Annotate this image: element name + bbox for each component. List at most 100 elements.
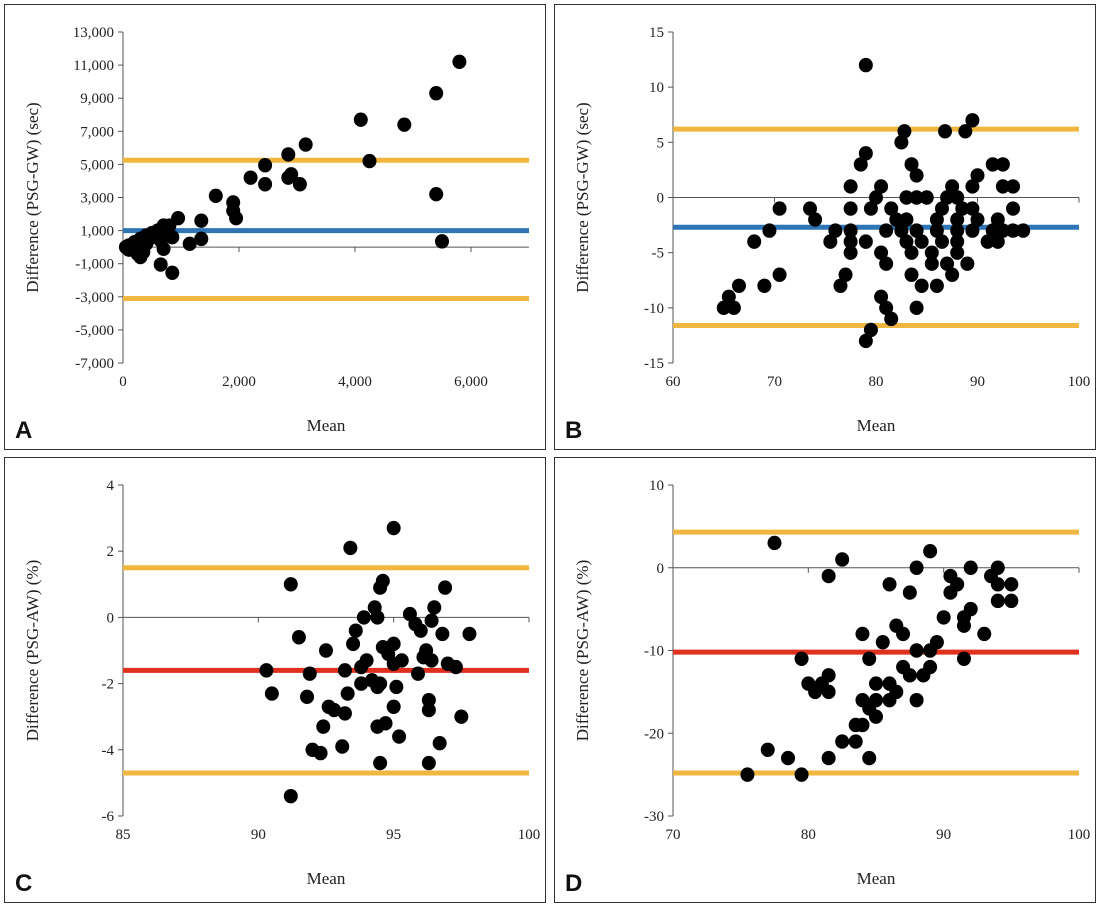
panel-b: -15 -10 -5 0 5 10 15 60 70 80 90 100 Mean Difference … [554,4,1096,450]
data-point [346,636,361,652]
data-point [869,709,883,724]
y-tick-label: -1,000 [75,257,114,273]
data-point [413,623,428,638]
y-tick-label: -30 [644,809,664,825]
data-point [133,249,148,265]
y-tick-label: -2 [102,677,115,693]
data-point [397,117,412,132]
data-point [853,157,868,172]
data-point [165,265,180,281]
data-point [1006,201,1021,216]
x-tick-label: 4,000 [338,374,372,390]
data-point [995,179,1010,194]
data-point [281,170,296,185]
panel-c: -6 -4 -2 0 2 4 85 90 95 100 Mean Difference (PSG-AW… [4,457,546,903]
data-point [462,626,477,642]
x-axis-label: Mean [307,416,346,435]
data-point [454,709,469,724]
data-point [940,256,955,271]
data-point [731,278,746,293]
y-tick-label: -5 [652,246,665,262]
data-point [995,223,1010,238]
data-point [808,212,823,227]
data-point [897,124,912,139]
data-point [977,626,992,642]
data-point [869,190,883,205]
data-point [879,256,894,271]
x-axis-label: Mean [857,869,896,888]
data-point [411,666,426,681]
data-point [165,230,180,245]
data-point [300,689,315,705]
panel-b-label: B [565,417,583,444]
data-point [858,146,873,161]
data-point [874,245,889,260]
chart-d: -30 -20 -10 0 10 70 80 90 100 Mean Difference (PSG… [573,478,1090,888]
data-point [354,676,369,691]
data-point [950,245,965,260]
data-point [208,188,223,204]
data-point [855,717,870,733]
data-point [970,168,985,183]
data-point [337,663,352,678]
data-point [794,767,809,782]
y-tick-label: 4 [107,478,115,494]
data-point [889,212,904,227]
y-tick-label: -4 [102,743,115,759]
data-point [909,692,924,708]
y-tick-label: -10 [644,301,664,317]
data-point [980,234,995,249]
panel-d-label: D [565,870,583,897]
data-point [882,692,897,708]
data-point [909,168,924,183]
data-point [803,201,818,216]
data-point [956,651,971,666]
y-tick-label: -7,000 [75,356,114,372]
data-point [194,213,209,228]
data-point [938,124,953,139]
x-tick-label: 70 [666,827,681,843]
data-point [958,124,973,139]
data-point [950,223,965,238]
data-point [370,719,385,734]
data-point [421,692,436,708]
data-point [929,212,944,227]
x-tick-label: 6,000 [454,374,488,390]
data-point [283,577,298,592]
y-tick-label: 10 [649,478,664,494]
data-point [794,651,809,666]
data-point [882,577,897,592]
data-point [435,626,450,642]
data-point [843,223,858,238]
data-point [313,745,328,761]
data-point [194,231,209,247]
data-point [835,734,850,749]
y-tick-label: 3,000 [80,191,114,207]
x-tick-label: 90 [970,374,985,390]
data-point [869,676,883,691]
data-point [862,750,877,766]
data-point [884,311,899,327]
data-point [863,322,878,338]
data-point [429,86,444,101]
data-point [316,719,331,734]
data-point [879,300,894,316]
chart-c: -6 -4 -2 0 2 4 85 90 95 100 Mean Difference (PSG-AW… [23,478,540,888]
data-point [843,245,858,260]
x-tick-label: 90 [251,827,266,843]
data-point [960,256,975,271]
data-point [940,190,955,205]
data-point [862,651,877,666]
data-point [1016,223,1031,238]
data-point [1006,179,1021,194]
data-point [990,577,1005,592]
data-point [896,626,911,642]
data-point [904,157,919,172]
data-point [340,686,355,701]
x-tick-label: 70 [767,374,782,390]
data-point [386,656,401,671]
data-point [929,223,944,238]
data-point [990,593,1005,609]
data-point [923,643,938,658]
data-point [909,560,924,575]
